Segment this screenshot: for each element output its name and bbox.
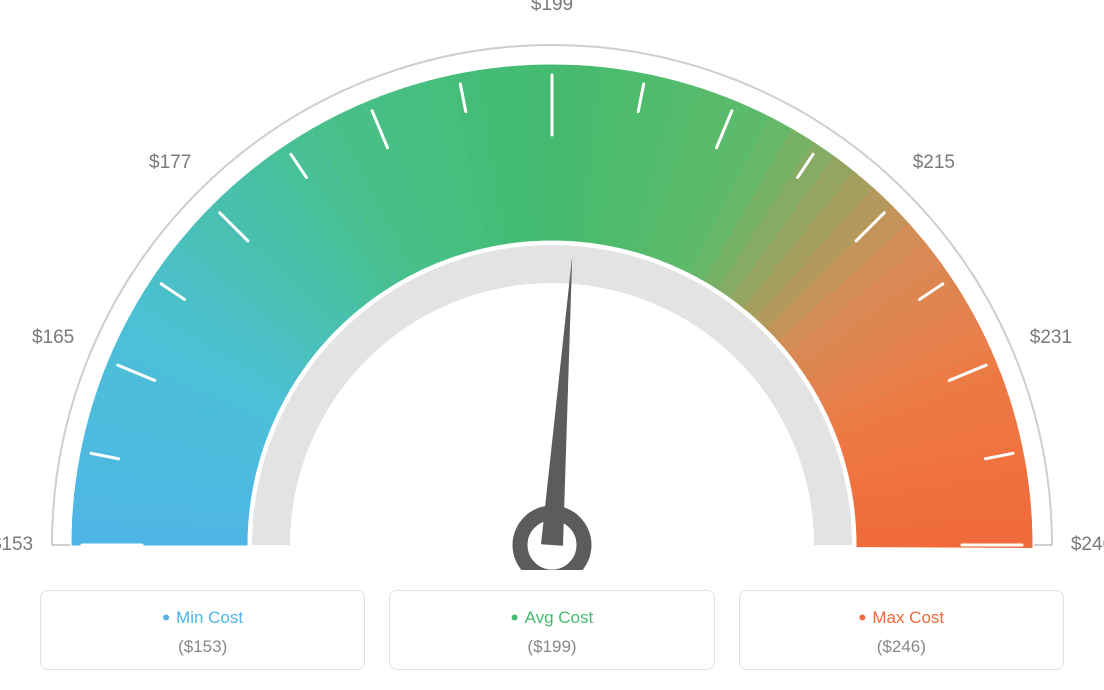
gauge-svg	[0, 0, 1104, 570]
legend-min-value: ($153)	[41, 637, 364, 657]
gauge-tick-label: $177	[149, 152, 191, 174]
legend-row: Min Cost ($153) Avg Cost ($199) Max Cost…	[40, 590, 1064, 670]
gauge-chart-container: $153 $165 $177 $199 $215 $231 $246 Min Cost ($…	[0, 0, 1104, 690]
legend-avg-value: ($199)	[390, 637, 713, 657]
gauge-area: $153 $165 $177 $199 $215 $231 $246	[0, 0, 1104, 570]
legend-max-box: Max Cost ($246)	[739, 590, 1064, 670]
gauge-tick-label: $199	[531, 0, 573, 16]
legend-max-label: Max Cost	[740, 605, 1063, 631]
gauge-tick-label: $246	[1071, 534, 1104, 556]
legend-min-box: Min Cost ($153)	[40, 590, 365, 670]
gauge-tick-label: $215	[913, 152, 955, 174]
legend-min-label: Min Cost	[41, 605, 364, 631]
gauge-tick-label: $153	[0, 534, 33, 556]
legend-avg-box: Avg Cost ($199)	[389, 590, 714, 670]
gauge-tick-label: $231	[1030, 327, 1072, 349]
legend-avg-label: Avg Cost	[390, 605, 713, 631]
gauge-tick-label: $165	[32, 327, 74, 349]
legend-max-value: ($246)	[740, 637, 1063, 657]
